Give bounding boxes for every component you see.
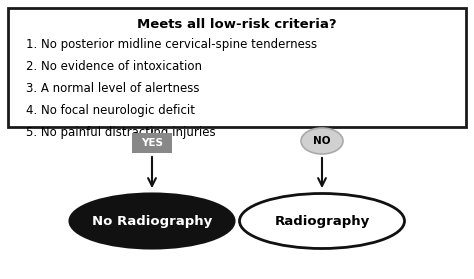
Text: 3. A normal level of alertness: 3. A normal level of alertness	[26, 82, 200, 95]
Text: No Radiography: No Radiography	[92, 215, 212, 227]
Text: 4. No focal neurologic deficit: 4. No focal neurologic deficit	[26, 104, 195, 117]
Ellipse shape	[70, 194, 235, 249]
Text: NO: NO	[313, 136, 331, 146]
FancyBboxPatch shape	[132, 133, 172, 153]
Text: 1. No posterior midline cervical-spine tenderness: 1. No posterior midline cervical-spine t…	[26, 38, 317, 51]
FancyBboxPatch shape	[8, 8, 466, 127]
Text: Radiography: Radiography	[274, 215, 370, 227]
Ellipse shape	[239, 194, 404, 249]
Text: 2. No evidence of intoxication: 2. No evidence of intoxication	[26, 60, 202, 73]
Ellipse shape	[301, 128, 343, 154]
Text: YES: YES	[141, 138, 163, 148]
Text: 5. No painful distracting injuries: 5. No painful distracting injuries	[26, 126, 216, 139]
Text: Meets all low-risk criteria?: Meets all low-risk criteria?	[137, 18, 337, 31]
